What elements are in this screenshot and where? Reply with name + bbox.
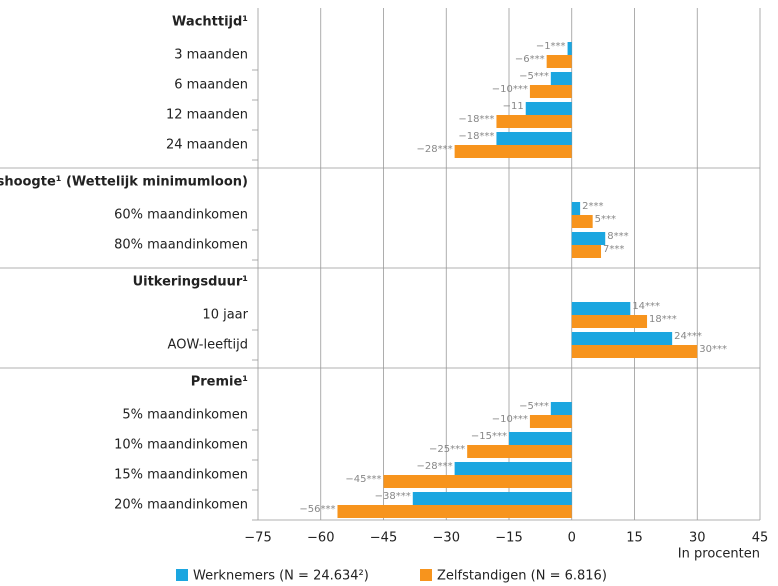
- bar: [525, 102, 572, 115]
- value-label: −5***: [519, 401, 549, 412]
- value-label: −28***: [417, 144, 453, 155]
- bar: [337, 505, 572, 518]
- value-label: −10***: [492, 84, 528, 95]
- group-header: Wachttijd¹: [172, 15, 248, 30]
- bar: [571, 232, 606, 245]
- bar: [571, 202, 581, 215]
- value-label: −38***: [375, 491, 411, 502]
- category-label: 24 maanden: [166, 138, 248, 153]
- group-header: Uitkeringshoogte¹ (Wettelijk minimumloon…: [0, 175, 248, 190]
- x-tick-label: −60: [307, 531, 334, 546]
- bar: [412, 492, 572, 505]
- category-label: 15% maandinkomen: [114, 468, 248, 483]
- x-tick-label: −30: [433, 531, 460, 546]
- value-label: 14***: [632, 301, 660, 312]
- category-label: AOW-leeftijd: [168, 338, 248, 353]
- bar: [571, 345, 698, 358]
- value-label: 5***: [595, 214, 616, 225]
- bar: [454, 145, 572, 158]
- x-axis-label: In procenten: [678, 547, 760, 562]
- bar: [550, 72, 572, 85]
- legend-label: Werknemers (N = 24.634²): [193, 569, 369, 584]
- bar: [496, 115, 572, 128]
- value-label: −28***: [417, 461, 453, 472]
- bar: [571, 245, 602, 258]
- value-label: −6***: [515, 54, 545, 65]
- value-label: −56***: [299, 504, 335, 515]
- bar: [546, 55, 572, 68]
- bar: [571, 315, 648, 328]
- category-label: 10 jaar: [202, 308, 248, 323]
- category-label: 6 maanden: [174, 78, 248, 93]
- bar: [467, 445, 572, 458]
- value-label: −11: [503, 101, 524, 112]
- value-label: 8***: [607, 231, 628, 242]
- bar: [496, 132, 572, 145]
- bar: [509, 432, 572, 445]
- bar: [550, 402, 572, 415]
- value-label: −1***: [536, 41, 566, 52]
- value-label: −45***: [345, 474, 381, 485]
- value-label: −5***: [519, 71, 549, 82]
- category-label: 10% maandinkomen: [114, 438, 248, 453]
- x-tick-label: 15: [626, 531, 643, 546]
- value-label: 24***: [674, 331, 702, 342]
- value-label: −18***: [458, 131, 494, 142]
- value-label: 7***: [603, 244, 624, 255]
- category-label: 60% maandinkomen: [114, 208, 248, 223]
- value-label: 18***: [649, 314, 677, 325]
- x-tick-label: 0: [568, 531, 576, 546]
- legend-label: Zelfstandigen (N = 6.816): [437, 569, 607, 584]
- value-label: −25***: [429, 444, 465, 455]
- category-label: 5% maandinkomen: [122, 408, 248, 423]
- bar: [529, 415, 572, 428]
- x-tick-label: 30: [689, 531, 706, 546]
- x-tick-label: 45: [752, 531, 769, 546]
- bar: [571, 302, 631, 315]
- category-label: 20% maandinkomen: [114, 498, 248, 513]
- bar: [454, 462, 572, 475]
- bar: [571, 332, 673, 345]
- group-header: Uitkeringsduur¹: [133, 275, 248, 290]
- legend-swatch: [176, 569, 188, 581]
- value-label: −18***: [458, 114, 494, 125]
- legend-swatch: [420, 569, 432, 581]
- category-label: 12 maanden: [166, 108, 248, 123]
- x-tick-label: −45: [370, 531, 397, 546]
- value-label: 2***: [582, 201, 603, 212]
- bar: [529, 85, 572, 98]
- group-header: Premie¹: [191, 375, 248, 390]
- category-label: 3 maanden: [174, 48, 248, 63]
- value-label: −15***: [471, 431, 507, 442]
- bar: [567, 42, 572, 55]
- value-label: 30***: [699, 344, 727, 355]
- category-label: 80% maandinkomen: [114, 238, 248, 253]
- value-label: −10***: [492, 414, 528, 425]
- bar: [571, 215, 593, 228]
- bar: [383, 475, 572, 488]
- x-tick-label: −75: [244, 531, 271, 546]
- x-tick-label: −15: [495, 531, 522, 546]
